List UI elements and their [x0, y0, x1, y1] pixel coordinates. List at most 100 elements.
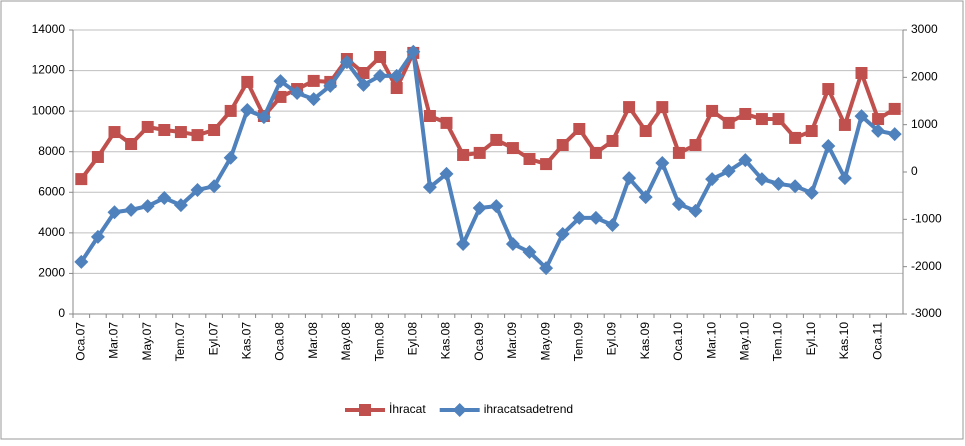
marker [789, 131, 802, 144]
x-tick-label: Tem.09 [571, 322, 585, 362]
marker [423, 110, 436, 123]
marker [439, 166, 454, 181]
marker [273, 74, 288, 89]
marker [91, 150, 104, 163]
marker [623, 101, 636, 114]
x-tick-label: Kas.09 [638, 322, 652, 360]
marker [739, 107, 752, 120]
marker [472, 200, 487, 215]
x-tick-label: Eyl.09 [605, 322, 619, 356]
marker [274, 90, 287, 103]
marker [655, 156, 670, 171]
marker [389, 68, 404, 83]
marker [373, 68, 388, 83]
marker [207, 179, 222, 194]
marker [173, 198, 188, 213]
marker [356, 77, 371, 92]
y-tick-label: 12000 [32, 63, 66, 77]
marker [722, 116, 735, 129]
x-tick-label: Oca.10 [671, 322, 685, 361]
marker [457, 148, 470, 161]
x-tick-label: Tem.10 [771, 322, 785, 362]
marker [307, 74, 320, 87]
marker [506, 142, 519, 155]
marker [622, 171, 637, 186]
x-tick-label: Mar.09 [505, 322, 519, 359]
marker [256, 110, 271, 125]
marker [452, 403, 467, 417]
y-tick-label: 14000 [32, 22, 66, 36]
marker [125, 138, 138, 151]
y2-tick-label: 0 [911, 164, 918, 178]
x-tick-label: Tem.08 [372, 322, 386, 362]
marker [240, 102, 255, 117]
y-tick-label: 2000 [38, 266, 65, 280]
marker [108, 126, 121, 139]
marker [539, 261, 554, 276]
marker [174, 126, 187, 139]
marker [140, 199, 155, 214]
x-tick-label: Kas.10 [837, 322, 851, 360]
marker [572, 210, 587, 225]
marker [406, 44, 421, 59]
x-tick-label: Tem.07 [173, 322, 187, 362]
marker [771, 176, 786, 191]
x-tick-label: May.10 [737, 322, 751, 361]
x-tick-label: May.07 [140, 322, 154, 361]
x-tick-label: Mar.10 [704, 322, 718, 359]
marker [772, 113, 785, 126]
marker [75, 173, 88, 186]
y-tick-label: 0 [58, 306, 65, 320]
marker [755, 113, 768, 126]
marker [837, 171, 852, 186]
marker [124, 202, 139, 217]
marker [855, 67, 868, 80]
legend-label: ihracatsadetrend [484, 402, 573, 416]
y-tick-label: 8000 [38, 144, 65, 158]
marker [689, 139, 702, 152]
x-tick-label: Kas.07 [239, 322, 253, 360]
marker [656, 101, 669, 114]
marker [306, 92, 321, 107]
marker [523, 153, 536, 166]
marker [573, 122, 586, 135]
marker [671, 197, 686, 212]
x-tick-label: Eyl.08 [405, 322, 419, 356]
marker [871, 123, 886, 138]
marker [805, 125, 818, 138]
marker [639, 125, 652, 138]
marker [90, 229, 105, 244]
marker [688, 203, 703, 218]
marker [141, 120, 154, 133]
marker [290, 85, 305, 100]
x-tick-label: Oca.09 [472, 322, 486, 361]
marker [854, 109, 869, 124]
marker [706, 104, 719, 117]
y-tick-label: 10000 [32, 103, 66, 117]
marker [158, 124, 171, 137]
marker [788, 179, 803, 194]
x-tick-label: May.09 [538, 322, 552, 361]
x-tick-label: Mar.08 [306, 322, 320, 359]
marker [107, 205, 122, 220]
marker [888, 102, 901, 115]
legend-label: İhracat [389, 402, 426, 416]
marker [838, 118, 851, 131]
marker [456, 236, 471, 251]
marker [422, 180, 437, 195]
marker [359, 404, 371, 416]
y-tick-label: 4000 [38, 225, 65, 239]
marker [339, 55, 354, 70]
marker [822, 83, 835, 96]
marker [738, 153, 753, 168]
x-tick-label: Eyl.10 [804, 322, 818, 356]
x-tick-label: Mar.07 [107, 322, 121, 359]
marker [556, 139, 569, 152]
marker [821, 138, 836, 153]
marker [522, 244, 537, 259]
x-tick-label: Oca.07 [73, 322, 87, 361]
x-tick-label: Kas.08 [439, 322, 453, 360]
x-tick-label: Eyl.07 [206, 322, 220, 356]
marker [190, 182, 205, 197]
